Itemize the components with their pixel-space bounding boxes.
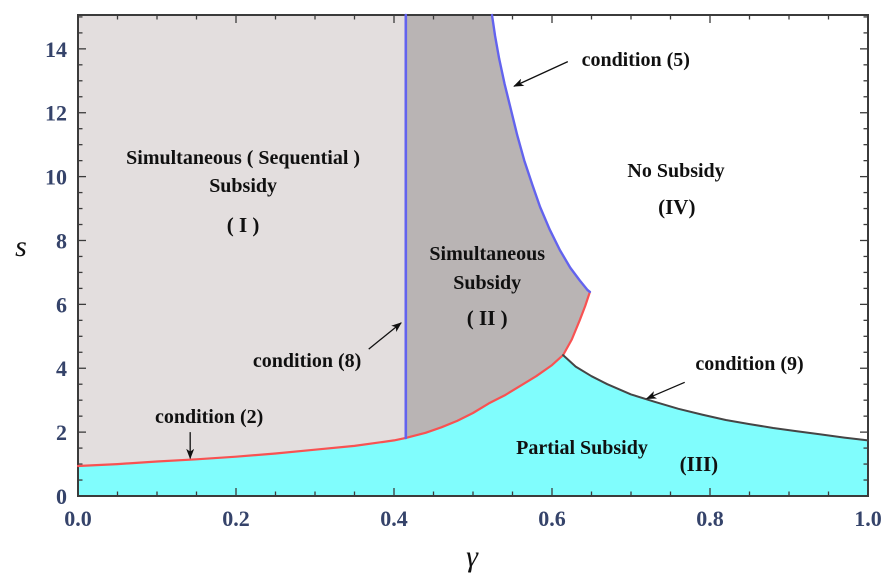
region-simultaneous-sequential-subsidy: [78, 15, 406, 466]
region-label: (III): [680, 452, 719, 476]
region-label: No Subsidy: [627, 160, 724, 182]
region-label: Simultaneous: [429, 243, 545, 265]
y-tick-label: 2: [56, 420, 67, 445]
annotation-label: condition (9): [695, 353, 803, 375]
region-label: ( I ): [227, 213, 260, 237]
region-label: Partial Subsidy: [516, 437, 648, 459]
annotation-arrow: [368, 322, 402, 350]
y-tick-label: 10: [45, 165, 67, 190]
y-axis-title: s: [15, 230, 27, 263]
y-tick-label: 0: [56, 484, 67, 509]
x-tick-label: 0.6: [538, 506, 566, 531]
annotation-arrow: [645, 381, 685, 400]
region-label: Subsidy: [453, 272, 521, 294]
curve-condition-5: [490, 13, 592, 294]
x-axis-title: γ: [466, 540, 479, 573]
x-tick-label: 0.2: [222, 506, 250, 531]
y-tick-label: 6: [56, 292, 67, 317]
annotation-label: condition (5): [582, 49, 690, 71]
annotation-arrow: [513, 61, 569, 87]
y-tick-label: 14: [45, 37, 67, 62]
x-tick-label: 0.8: [696, 506, 724, 531]
curve-condition-9: [562, 354, 869, 442]
plot-frame: [77, 14, 869, 497]
y-tick-label: 8: [56, 228, 67, 253]
region-label: Simultaneous ( Sequential ): [126, 147, 360, 169]
curve-condition-2: [76, 290, 591, 468]
region-partial-subsidy: [78, 355, 868, 496]
region-label: (IV): [658, 195, 695, 219]
y-tick-label: 12: [45, 101, 67, 126]
annotation-label: condition (8): [253, 350, 361, 372]
region-simultaneous-subsidy: [405, 15, 590, 438]
region-label: ( II ): [467, 306, 508, 330]
annotation-label: condition (2): [155, 406, 263, 428]
x-tick-label: 0.4: [380, 506, 408, 531]
region-label: Subsidy: [209, 175, 277, 197]
x-tick-label: 1.0: [854, 506, 882, 531]
y-tick-label: 4: [56, 356, 67, 381]
x-tick-label: 0.0: [64, 506, 92, 531]
